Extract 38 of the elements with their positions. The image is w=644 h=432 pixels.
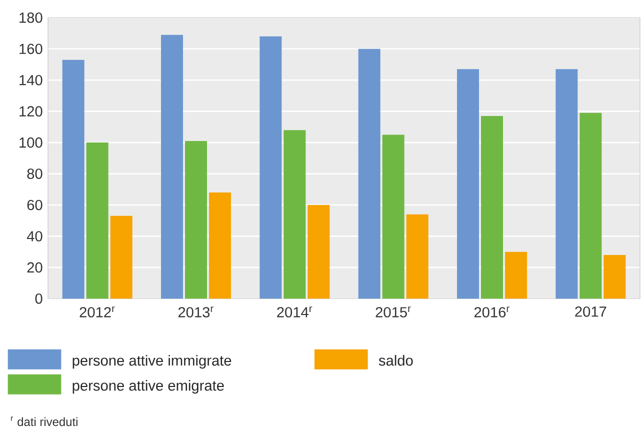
x-tick-label: 2013$^{r}$ — [178, 306, 214, 318]
bar — [457, 69, 479, 299]
y-tick-label: 120 — [20, 106, 42, 117]
x-tick-label: 2012$^{r}$ — [80, 306, 115, 318]
y-tick-label: 0 — [35, 294, 42, 304]
bar — [185, 140, 207, 299]
bar — [580, 112, 602, 299]
y-tick-label: 100 — [20, 137, 42, 148]
legend-label: persone attive immigrate — [72, 354, 232, 369]
y-tick-label: 80 — [27, 168, 42, 179]
bar — [308, 205, 330, 299]
x-tick-label: 2016$^{r}$ — [474, 306, 510, 318]
y-tick-label: 140 — [20, 74, 42, 86]
bar — [161, 34, 183, 299]
bar — [86, 142, 108, 299]
y-tick-label: 40 — [26, 231, 42, 242]
bar — [209, 192, 231, 299]
legend-label: persone attive emigrate — [72, 380, 224, 394]
bar — [358, 48, 380, 299]
legend-label: saldo — [378, 354, 413, 366]
y-tick-label: 160 — [20, 44, 42, 54]
x-tick-label: 2017 — [575, 306, 606, 317]
bar — [604, 254, 626, 299]
bar — [260, 36, 282, 299]
bar — [382, 134, 404, 299]
bar — [284, 130, 306, 299]
bar — [110, 216, 132, 299]
x-tick-label: 2014$^{r}$ — [277, 306, 312, 318]
bar — [505, 252, 527, 299]
bar — [406, 214, 428, 299]
x-tick-label: 2015$^{r}$ — [376, 306, 411, 318]
y-tick-label: 20 — [27, 262, 42, 273]
bar — [481, 116, 503, 299]
bar — [556, 69, 578, 299]
text: $^{r}$ dati riveduti — [10, 416, 78, 426]
y-tick-label: 60 — [27, 200, 42, 210]
bar — [62, 60, 84, 299]
y-tick-label: 180 — [20, 12, 42, 23]
